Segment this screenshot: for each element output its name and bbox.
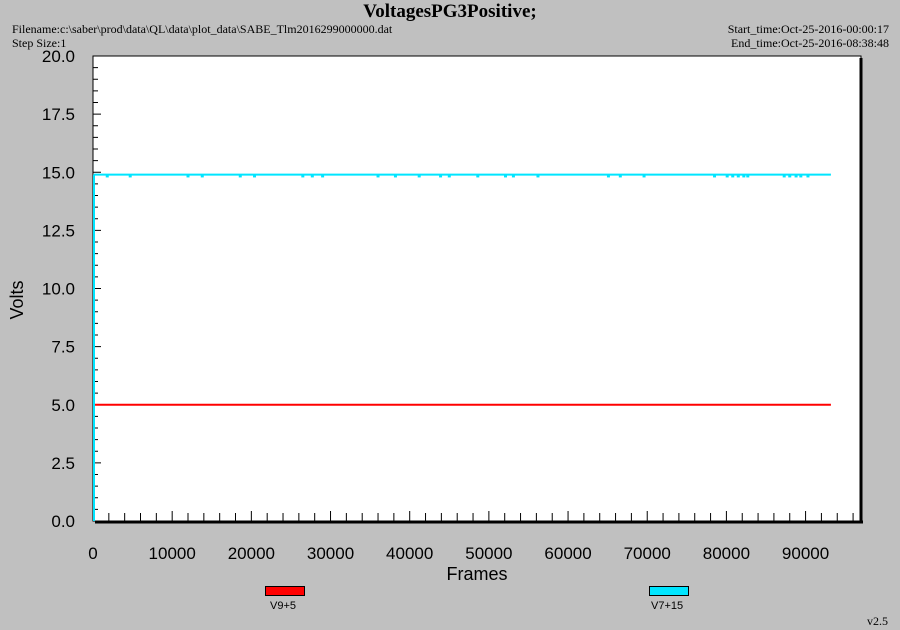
legend-label-v7: V7+15: [651, 600, 684, 612]
series-v7-15-dip: [200, 174, 204, 178]
series-v7-15-dip: [782, 174, 786, 178]
x-tick-label: 10000: [149, 544, 196, 563]
y-axis-label: Volts: [7, 280, 27, 319]
legend-swatch-v7: [649, 586, 689, 596]
legend-label-v9: V9+5: [270, 600, 296, 612]
x-tick-label: 30000: [307, 544, 354, 563]
x-tick-label: 50000: [465, 544, 512, 563]
series-v7-15-dip: [128, 174, 132, 178]
x-tick-label: 80000: [703, 544, 750, 563]
series-v7-15-dip: [806, 174, 810, 178]
x-tick-label: 70000: [624, 544, 671, 563]
x-tick-label: 90000: [782, 544, 829, 563]
series-v7-15-dip: [606, 174, 610, 178]
series-v7-15-dip: [642, 174, 646, 178]
series-v7-15-dip: [476, 174, 480, 178]
series-v7-15-dip: [301, 174, 305, 178]
filename-text: Filename:c:\saber\prod\data\QL\data\plot…: [12, 22, 393, 36]
y-tick-label: 12.5: [42, 221, 75, 240]
series-v7-15-dip: [417, 174, 421, 178]
series-v7-15-dip: [736, 174, 740, 178]
series-v7-15-dip: [105, 174, 109, 178]
series-v7-15-dip: [725, 174, 729, 178]
step-size-text: Step Size:1: [12, 36, 67, 50]
x-tick-label: 60000: [544, 544, 591, 563]
x-axis-label: Frames: [446, 564, 507, 584]
plot-area: [92, 55, 862, 522]
x-tick-label: 0: [88, 544, 97, 563]
series-v7-15-dip: [447, 174, 451, 178]
series-v7-15-dip: [713, 174, 717, 178]
series-v7-15-dip: [746, 174, 750, 178]
chart-title: VoltagesPG3Positive;: [363, 1, 537, 22]
series-v7-15-dip: [794, 174, 798, 178]
y-tick-label: 10.0: [42, 280, 75, 299]
end-time-text: End_time:Oct-25-2016-08:38:48: [731, 36, 889, 50]
version-label: v2.5: [867, 614, 888, 628]
y-tick-label: 7.5: [51, 338, 75, 357]
start-time-text: Start_time:Oct-25-2016-00:00:17: [727, 22, 889, 36]
y-tick-label: 17.5: [42, 105, 75, 124]
series-v7-15-dip: [742, 174, 746, 178]
series-v7-15-dip: [536, 174, 540, 178]
x-tick-label: 20000: [228, 544, 275, 563]
series-v7-15-dip: [799, 174, 803, 178]
series-v7-15-dip: [376, 174, 380, 178]
y-tick-label: 20.0: [42, 47, 75, 66]
series-v7-15-dip: [788, 174, 792, 178]
x-tick-label: 40000: [386, 544, 433, 563]
series-v7-15-dip: [238, 174, 242, 178]
legend-swatch-v9: [265, 586, 305, 596]
series-v7-15-dip: [439, 174, 443, 178]
y-tick-label: 15.0: [42, 163, 75, 182]
series-v7-15-dip: [393, 174, 397, 178]
series-v7-15-dip: [731, 174, 735, 178]
series-v7-15-dip: [310, 174, 314, 178]
series-v7-15-dip: [321, 174, 325, 178]
series-v7-15-dip: [511, 174, 515, 178]
series-v7-15-dip: [186, 174, 190, 178]
series-v7-15-dip: [253, 174, 257, 178]
y-tick-label: 2.5: [51, 454, 75, 473]
series-v7-15-dip: [618, 174, 622, 178]
y-tick-label: 5.0: [51, 396, 75, 415]
series-v7-15-dip: [504, 174, 508, 178]
y-tick-label: 0.0: [51, 512, 75, 531]
